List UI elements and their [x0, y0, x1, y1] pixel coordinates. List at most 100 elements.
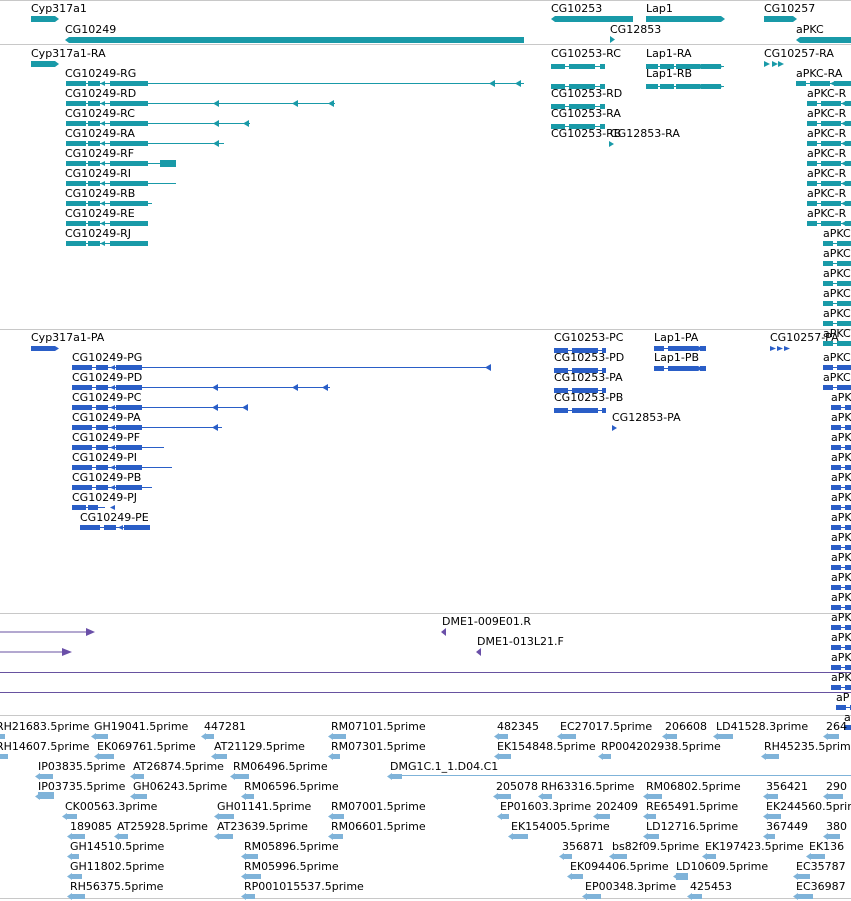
protein-apkc-4[interactable]: aPKC [831, 431, 851, 450]
protein-apkc-7[interactable]: aPKC [831, 491, 851, 510]
transcript-cg10253-3[interactable]: CG10253-RB [551, 124, 621, 140]
transcript-cg10253-0[interactable] [551, 64, 605, 69]
transcript-apkc-1[interactable]: aPKC-R [807, 87, 851, 106]
transcript-cg10249-rc[interactable]: CG10249-RC [65, 107, 250, 127]
gene-cyp317a1[interactable]: Cyp317a1 [31, 2, 87, 22]
gene-lap1[interactable]: Lap1 [646, 2, 725, 22]
est-row4-6[interactable]: 356421 [763, 780, 808, 800]
est-row1-6[interactable]: 206608 [662, 720, 707, 740]
protein-cyp317a1-pa[interactable]: Cyp317a1-PA [31, 331, 105, 351]
transcript-apkc-10[interactable]: aPKC [823, 267, 851, 286]
est-row7-3[interactable]: bs82f09.5prime [609, 840, 699, 860]
transcript-cg10249-ri[interactable]: CG10249-RI [65, 167, 176, 186]
est-row5-4[interactable]: 202409 [593, 800, 638, 820]
protein-lap1-0[interactable] [654, 346, 706, 351]
protein-apkc-16[interactable]: aPKC [831, 671, 851, 690]
est-row9-0[interactable]: RH56375.5prime [67, 880, 164, 900]
clone-left-1[interactable] [0, 628, 95, 636]
transcript-cg10253-2[interactable]: CG10253-RA [551, 104, 621, 120]
protein-apkc-12[interactable]: aPKC [831, 591, 851, 610]
transcript-cg10257-ra[interactable]: CG10257-RA [764, 47, 834, 60]
est-row4-7[interactable]: 290 [823, 780, 847, 800]
transcript-apkc-8[interactable]: aPKC [823, 227, 851, 246]
transcript-apkc-7[interactable]: aPKC-R [807, 207, 851, 226]
transcript-lap1-1[interactable]: Lap1-RB [646, 67, 724, 89]
transcript-apkc-13[interactable]: aPKC [823, 327, 851, 346]
est-row4-4[interactable]: RH63316.5prime [538, 780, 635, 800]
est-row4-1[interactable]: GH06243.5prime [130, 780, 228, 800]
est-row2-2[interactable]: AT21129.5prime [211, 740, 305, 760]
protein-apkc-9[interactable]: aPKC [831, 531, 851, 550]
protein-lap1-1[interactable]: Lap1-PB [654, 351, 706, 371]
est-row3-1[interactable]: AT26874.5prime [130, 760, 224, 780]
est-row1-8[interactable]: 264 [823, 720, 847, 740]
transcript-apkc-2[interactable]: aPKC-R [807, 107, 851, 126]
est-row8-1[interactable]: RM05996.5prime [241, 860, 339, 880]
protein-apkc-15[interactable]: aPKC [831, 651, 851, 670]
transcript-apkc-4[interactable]: aPKC-R [807, 147, 851, 166]
est-row4-3[interactable]: 205078 [493, 780, 538, 800]
est-row2-6[interactable]: RH45235.5prime [761, 740, 851, 760]
est-row8-4[interactable]: EC35787 [793, 860, 846, 880]
protein-lap1-pa[interactable]: Lap1-PA [654, 331, 699, 344]
transcript-apkc-9[interactable]: aPKC [823, 247, 851, 266]
est-row1-4[interactable]: 482345 [494, 720, 539, 740]
clone-left-2[interactable] [0, 648, 72, 656]
protein-cg10249-pe[interactable]: CG10249-PE [80, 511, 150, 530]
est-row5-1[interactable]: GH01141.5prime [214, 800, 312, 820]
gene-cg10249[interactable]: CG10249 [65, 23, 524, 43]
protein-apkc-14[interactable]: aPKC [831, 631, 851, 650]
transcript-apkc-5[interactable]: aPKC-R [807, 167, 851, 186]
est-row3-0[interactable]: IP03835.5prime [35, 760, 126, 780]
transcript-cg10253-rc[interactable]: CG10253-RC [551, 47, 621, 60]
est-row5-0[interactable]: CK00563.3prime [62, 800, 158, 820]
protein-apkc-11[interactable]: aPKC [831, 571, 851, 590]
transcript-lap1-ra[interactable]: Lap1-RA [646, 47, 692, 60]
est-row5-3[interactable]: EP01603.3prime [497, 800, 591, 820]
transcript-apkc-0[interactable]: aPKC-RA [796, 67, 851, 86]
transcript-cg10249-rf[interactable]: CG10249-RF [65, 147, 176, 167]
est-row1-7[interactable]: LD41528.3prime [713, 720, 808, 740]
protein-cg10249-pb[interactable]: CG10249-PB [72, 471, 152, 490]
est-row2-3[interactable]: RM07301.5prime [328, 740, 426, 760]
est-row7-4[interactable]: EK197423.5prime [702, 840, 804, 860]
est-feature[interactable] [676, 873, 688, 880]
est-row6-0[interactable]: 189085 [67, 820, 112, 840]
protein-cg10257-exons[interactable] [770, 346, 790, 351]
transcript-cg10249-re[interactable]: CG10249-RE [65, 207, 148, 226]
transcript-apkc-11[interactable]: aPKC [823, 287, 851, 306]
protein-cg10253-pc[interactable]: CG10253-PC [554, 331, 624, 344]
transcript-cg10257-exons[interactable] [764, 61, 784, 67]
protein-cg10249-pc[interactable]: CG10249-PC [72, 391, 248, 411]
est-row8-0[interactable]: GH11802.5prime [67, 860, 165, 880]
transcript-cg10249-ra[interactable]: CG10249-RA [65, 127, 224, 147]
clone-dme1-013l21[interactable]: DME1-013L21.F [476, 635, 564, 656]
gene-cg12853[interactable]: CG12853 [610, 23, 661, 43]
protein-apkc-18[interactable]: a [844, 711, 851, 730]
est-row1-3[interactable]: RM07101.5prime [328, 720, 426, 740]
transcript-apkc-3[interactable]: aPKC-R [807, 127, 851, 146]
protein-apkc-13[interactable]: aPKC [831, 611, 851, 630]
est-row4-2[interactable]: RM06596.5prime [241, 780, 339, 800]
transcript-lap1-0[interactable] [646, 64, 724, 69]
est-row2-5[interactable]: RP004202938.5prime [598, 740, 721, 760]
transcript-cg10249-rb[interactable]: CG10249-RB [65, 187, 152, 206]
est-row3-3[interactable]: DMG1C.1_1.D04.C1 [387, 760, 498, 780]
protein-cg10249-pj[interactable]: CG10249-PJ [72, 491, 137, 510]
protein-cg10249-pa[interactable]: CG10249-PA [72, 411, 222, 431]
protein-cg10249-pi[interactable]: CG10249-PI [72, 451, 172, 470]
protein-apkc-8[interactable]: aPKC [831, 511, 851, 530]
protein-apkc-0[interactable]: aPKC [823, 351, 851, 370]
transcript-apkc-12[interactable]: aPKC [823, 307, 851, 326]
est-row6-7[interactable]: 380 [823, 820, 847, 840]
est-row1-0[interactable]: RH21683.5prime [0, 720, 90, 740]
transcript-cg12853-ra[interactable]: CG12853-RA [609, 127, 680, 147]
protein-apkc-1[interactable]: aPKC [823, 371, 851, 390]
est-row6-4[interactable]: EK154005.5prime [508, 820, 610, 840]
est-row7-1[interactable]: RM05896.5prime [241, 840, 339, 860]
protein-apkc-2[interactable]: aPKC [831, 391, 851, 410]
est-row2-0[interactable]: RH14607.5prime [0, 740, 90, 760]
protein-apkc-10[interactable]: aPKC [831, 551, 851, 570]
protein-cg10253-3[interactable]: CG10253-PB [554, 391, 623, 413]
